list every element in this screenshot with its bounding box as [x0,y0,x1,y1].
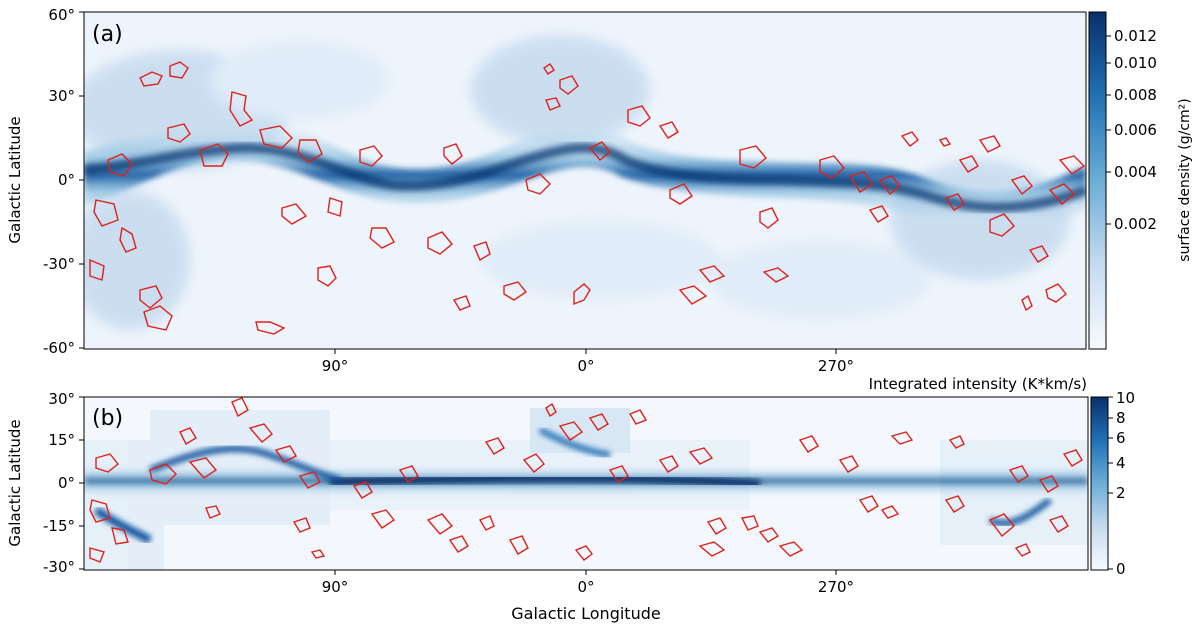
panel-a-xtick: 270° [818,357,854,375]
panel-a-colorbar-tick: 0.004 [1114,163,1157,181]
panel-b-intensity-map [84,397,1088,570]
panel-a-colorbar-tick: 0.006 [1114,121,1157,139]
panel-b-x-axis: 90° 0° 270° [322,570,854,596]
panel-a-ytick: -30° [43,255,75,273]
panel-a-ytick: 0° [58,171,75,189]
panel-b-ytick: 30° [48,390,75,408]
panel-b-colorbar-tick: 4 [1116,454,1126,472]
panel-a-colorbar-tick: 0.012 [1114,27,1157,45]
panel-a-colorbar-tick: 0.010 [1114,54,1157,72]
panel-a-colorbar-tick: 0.008 [1114,86,1157,104]
panel-b-ytick: 0° [58,474,75,492]
panel-a-ytick: 30° [48,87,75,105]
panel-b-xtick: 0° [577,578,594,596]
panel-a-colorbar-bar [1088,11,1107,350]
panel-a: (a) 60° 30° 0° -30° -60° Galactic Latitu… [6,6,1193,375]
panel-a-xtick: 0° [577,357,594,375]
panel-a-label: (a) [92,22,123,47]
panel-a-ylabel: Galactic Latitude [6,116,24,243]
panel-b-colorbar-tick: 10 [1116,389,1135,407]
panel-b-ytick: -30° [43,558,75,576]
panel-b-ytick: -15° [43,517,75,535]
panel-a-colorbar-tick: 0.002 [1114,215,1157,233]
panel-a-colorbar: 0.012 0.010 0.008 0.006 0.004 0.002 surf… [1088,11,1193,350]
panel-a-x-axis: 90° 0° 270° [322,349,854,375]
panel-a-xtick: 90° [322,357,349,375]
panel-b-label: (b) [92,406,123,431]
panel-b-colorbar-tick: 8 [1116,409,1126,427]
panel-b-xtick: 90° [322,578,349,596]
panel-b-colorbar: Integrated intensity (K*km/s) 10 8 6 4 2… [869,375,1135,578]
panel-b-ylabel: Galactic Latitude [6,419,24,546]
panel-a-y-axis: 60° 30° 0° -30° -60° [43,6,84,357]
panel-b-colorbar-tick: 0 [1116,560,1126,578]
panel-b-colorbar-label: Integrated intensity (K*km/s) [869,375,1087,393]
panel-a-contours [89,61,1086,335]
panel-b-y-axis: 30° 15° 0° -15° -30° [43,390,84,576]
panel-a-ytick: 60° [48,6,75,24]
panel-b-colorbar-tick: 6 [1116,429,1126,447]
panel-b-xlabel: Galactic Longitude [511,604,660,623]
panel-a-colorbar-label: surface density (g/cm²) [1177,98,1193,261]
panel-b-contours [89,397,1083,563]
panel-a-ytick: -60° [43,339,75,357]
panel-b-colorbar-bar [1090,396,1109,571]
panel-b: (b) 30° 15° 0° -15° -30° Galactic Latitu… [6,375,1135,623]
panel-a-density-map [84,35,1086,335]
panel-b-colorbar-tick: 2 [1116,484,1126,502]
panel-b-xtick: 270° [818,578,854,596]
panel-b-ytick: 15° [48,431,75,449]
